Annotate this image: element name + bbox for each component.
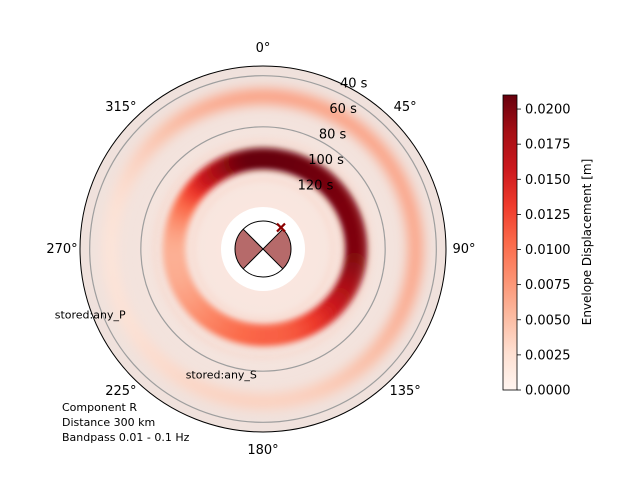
colorbar-tick-label: 0.0000: [525, 384, 571, 399]
colorbar-tick-label: 0.0175: [525, 138, 571, 153]
colorbar-tick-label: 0.0050: [525, 313, 571, 328]
colorbar: 0.0000 0.0025 0.0050 0.0075 0.0100 0.0125 0.01…: [502, 94, 594, 399]
station-marker-icon: [276, 222, 286, 233]
angle-tick-label: 0°: [256, 41, 271, 56]
radial-tick-label: 40 s: [340, 76, 368, 91]
colorbar-tick-label: 0.0025: [525, 348, 571, 363]
beachball-quadrant: [263, 229, 291, 269]
ripple-ring: [153, 139, 373, 359]
annotation-line: Bandpass 0.01 - 0.1 Hz: [62, 431, 190, 444]
nodal-plane: [242, 228, 284, 270]
beachball-quadrant: [235, 229, 263, 269]
phase-curve: [140, 126, 386, 372]
phase-curves: [89, 75, 437, 423]
radial-tick-label: 120 s: [298, 179, 334, 194]
phase-curve-label: stored:any_P: [55, 309, 126, 322]
angle-tick-label: 45°: [394, 100, 417, 115]
polar-frame: [79, 65, 447, 433]
radial-tick-label: 60 s: [329, 102, 357, 117]
angle-tick-labels: 0° 45° 90° 135° 180° 225° 270° 315°: [46, 41, 475, 458]
annotation-line: Distance 300 km: [62, 416, 155, 429]
angle-tick-label: 315°: [105, 100, 136, 115]
phase-curve: [89, 75, 437, 423]
colorbar-tick-label: 0.0125: [525, 208, 571, 223]
ripple-ring: [184, 170, 342, 328]
angle-tick-label: 180°: [247, 443, 278, 458]
angle-tick-label: 270°: [46, 242, 77, 257]
colorbar-tick-label: 0.0100: [525, 243, 571, 258]
envelope-field: [103, 89, 423, 409]
radial-tick-labels: 40 s 60 s 80 s 100 s 120 s: [298, 76, 368, 193]
angle-tick-label: 135°: [389, 384, 420, 399]
phase-curve-label: stored:any_S: [186, 368, 257, 381]
colorbar-ticks: 0.0000 0.0025 0.0050 0.0075 0.0100 0.0125 0.01…: [517, 103, 571, 399]
colorbar-label: Envelope Displacement [m]: [580, 159, 594, 326]
ripple-ring: [192, 178, 334, 320]
radial-tick-label: 80 s: [319, 128, 347, 143]
info-annotations: Component R Distance 300 km Bandpass 0.01 …: [62, 401, 190, 444]
beachball: [234, 220, 292, 278]
colorbar-tick-label: 0.0150: [525, 173, 571, 188]
polar-plot: 0° 45° 90° 135° 180° 225° 270° 315° 40 s 60 s 80 …: [46, 41, 475, 458]
beachball-outline: [234, 220, 292, 278]
ripple-ring: [161, 147, 365, 351]
angle-tick-label: 90°: [452, 242, 475, 257]
annotation-line: Component R: [62, 401, 137, 414]
angle-tick-label: 225°: [105, 384, 136, 399]
colorbar-bar: [502, 94, 518, 391]
radial-tick-label: 100 s: [308, 153, 344, 168]
colorbar-tick-label: 0.0075: [525, 278, 571, 293]
phase-curve-labels: stored:any_P stored:any_S: [55, 309, 257, 382]
colorbar-tick-label: 0.0200: [525, 103, 571, 118]
